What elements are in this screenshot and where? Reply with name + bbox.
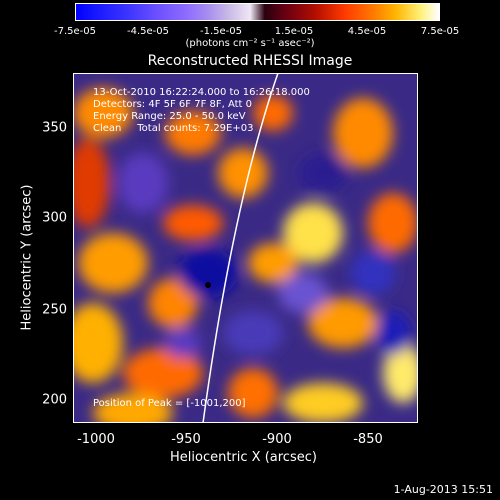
y-tick-label: 350 (42, 120, 67, 136)
y-tick-label: 300 (42, 210, 67, 226)
peak-position-label: Position of Peak = [-1001,200] (93, 398, 246, 409)
x-tick-label: -950 (171, 432, 201, 447)
colorbar-units: (photons cm⁻² s⁻¹ asec⁻²) (185, 38, 315, 49)
x-tick-label: -900 (262, 432, 292, 447)
y-tick-label: 250 (42, 302, 67, 318)
date-stamp: 1-Aug-2013 15:51 (393, 483, 493, 496)
annotation-clean: Clean Total counts: 7.29E+03 (93, 123, 254, 134)
colorbar-tick: 1.5e-05 (274, 26, 314, 37)
y-tick-label: 200 (42, 392, 67, 408)
x-tick-label: -1000 (77, 432, 115, 447)
annotation-energy: Energy Range: 25.0 - 50.0 keV (93, 111, 246, 122)
annotation-time: 13-Oct-2010 16:22:24.000 to 16:26:18.000 (93, 87, 310, 98)
annotation-detectors: Detectors: 4F 5F 6F 7F 8F, Att 0 (93, 99, 253, 110)
colorbar-tick: 7.5e-05 (420, 26, 460, 37)
image-annotations: 13-Oct-2010 16:22:24.000 to 16:26:18.000… (93, 87, 310, 135)
colorbar-tick: 4.5e-05 (347, 26, 387, 37)
colorbar (75, 3, 440, 21)
x-tick-label: -850 (353, 432, 383, 447)
x-axis-label: Heliocentric X (arcsec) (170, 450, 317, 465)
plot-title: Reconstructed RHESSI Image (147, 53, 353, 69)
colorbar-tick: -4.5e-05 (127, 26, 169, 37)
y-axis-label: Heliocentric Y (arcsec) (19, 184, 35, 331)
colorbar-tick: -1.5e-05 (200, 26, 242, 37)
colorbar-tick: -7.5e-05 (54, 26, 96, 37)
image-plot (73, 73, 418, 423)
rhessi-image (73, 73, 418, 423)
colorbar-section: -7.5e-05 -4.5e-05 -1.5e-05 1.5e-05 4.5e-… (0, 0, 500, 60)
